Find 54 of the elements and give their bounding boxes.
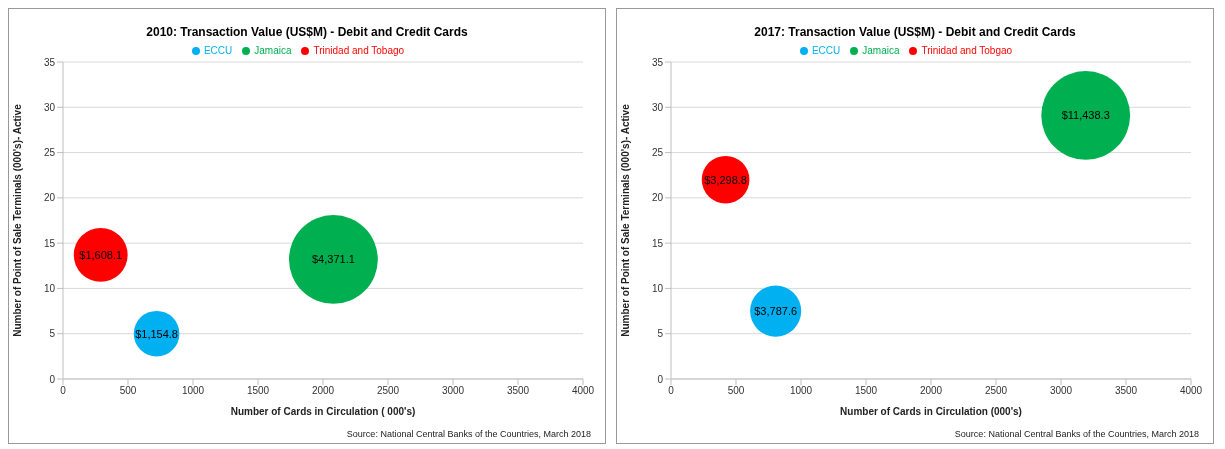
y-tick-label: 30 [651,101,664,113]
x-tick-label: 2500 [376,385,400,397]
y-tick-label: 15 [43,237,56,249]
x-tick-label: 4000 [1179,385,1203,397]
y-tick-label: 15 [651,237,664,249]
y-axis-title: Number of Point of Sale Terminals (000's)- Active [619,103,631,337]
y-tick-label: 30 [43,101,56,113]
x-tick-label: 3500 [506,385,530,397]
data-label: $3,298.8 [704,173,748,186]
x-tick-label: 2000 [919,385,943,397]
y-tick-label: 5 [657,328,664,340]
x-tick-label: 0 [668,385,675,397]
data-label: $1,154.8 [135,327,179,340]
source-note: Source: National Central Banks of the Countries, March 2018 [346,429,591,439]
data-label: $3,787.6 [754,304,798,317]
chart-title: 2010: Transaction Value (US$M) - Debit and Credit Cards [145,25,469,39]
y-tick-label: 10 [43,282,56,294]
data-label: $11,438.3 [1061,109,1110,122]
x-tick-label: 500 [727,385,745,397]
y-tick-label: 20 [43,192,56,204]
y-tick-label: 35 [651,56,664,68]
x-tick-label: 1000 [789,385,813,397]
legend-label: Trinidad and Tobago [313,45,405,56]
y-axis-title: Number of Point of Sale Terminals (000's)- Active [11,103,23,337]
source-note: Source: National Central Banks of the Countries, March 2018 [954,429,1199,439]
x-tick-label: 2500 [984,385,1008,397]
y-tick-label: 0 [49,373,56,385]
y-tick-label: 0 [657,373,664,385]
x-tick-label: 2000 [311,385,335,397]
y-tick-label: 20 [651,192,664,204]
data-label: $1,608.1 [79,248,123,261]
data-label: $4,371.1 [311,253,355,266]
x-tick-label: 3500 [1114,385,1138,397]
y-tick-label: 35 [43,56,56,68]
legend-label: Jamaica [254,45,292,56]
y-tick-label: 25 [651,147,664,159]
x-tick-label: 1500 [246,385,270,397]
x-tick-label: 3000 [441,385,465,397]
y-tick-label: 25 [43,147,56,159]
legend-label: ECCU [203,45,233,56]
x-axis-title: Number of Cards in Circulation (000's) [840,406,1022,417]
x-tick-label: 0 [60,385,67,397]
x-tick-label: 3000 [1049,385,1073,397]
y-tick-label: 5 [49,328,56,340]
y-tick-label: 10 [651,282,664,294]
chart-title: 2017: Transaction Value (US$M) - Debit and Credit Cards [753,25,1077,39]
x-tick-label: 500 [119,385,137,397]
x-tick-label: 1500 [854,385,878,397]
x-axis-title: Number of Cards in Circulation ( 000's) [230,406,416,417]
legend-label: Jamaica [862,45,900,56]
legend-label: Trinidad and Tobgao [921,45,1013,56]
legend-label: ECCU [811,45,841,56]
x-tick-label: 4000 [571,385,595,397]
x-tick-label: 1000 [181,385,205,397]
